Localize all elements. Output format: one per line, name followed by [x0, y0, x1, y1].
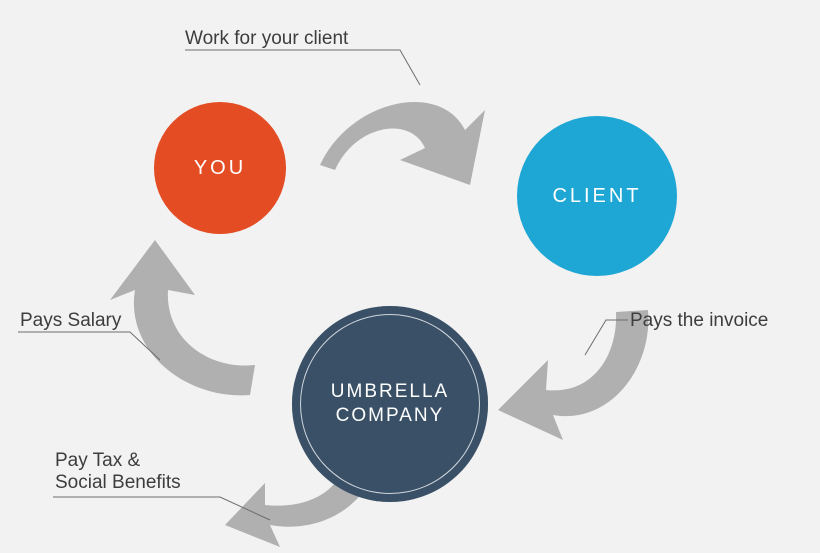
diagram-stage: YOU CLIENT UMBRELLA COMPANY Work for you…: [0, 0, 820, 553]
node-you: YOU: [154, 102, 286, 234]
caption-salary: Pays Salary: [20, 310, 121, 332]
node-client: CLIENT: [517, 116, 677, 276]
caption-tax: Pay Tax & Social Benefits: [55, 450, 181, 494]
node-you-label: YOU: [194, 156, 246, 181]
caption-work: Work for your client: [185, 28, 348, 50]
arrow-umbrella-to-you: [110, 240, 280, 410]
leader-invoice: [585, 320, 628, 355]
node-client-label: CLIENT: [552, 184, 641, 209]
node-umbrella-label: UMBRELLA COMPANY: [331, 380, 449, 428]
leader-tax: [53, 497, 270, 520]
arrow-you-to-client: [300, 70, 490, 190]
caption-invoice: Pays the invoice: [630, 310, 768, 332]
leader-work: [185, 50, 420, 85]
node-umbrella: UMBRELLA COMPANY: [292, 306, 488, 502]
leader-salary: [18, 332, 160, 360]
